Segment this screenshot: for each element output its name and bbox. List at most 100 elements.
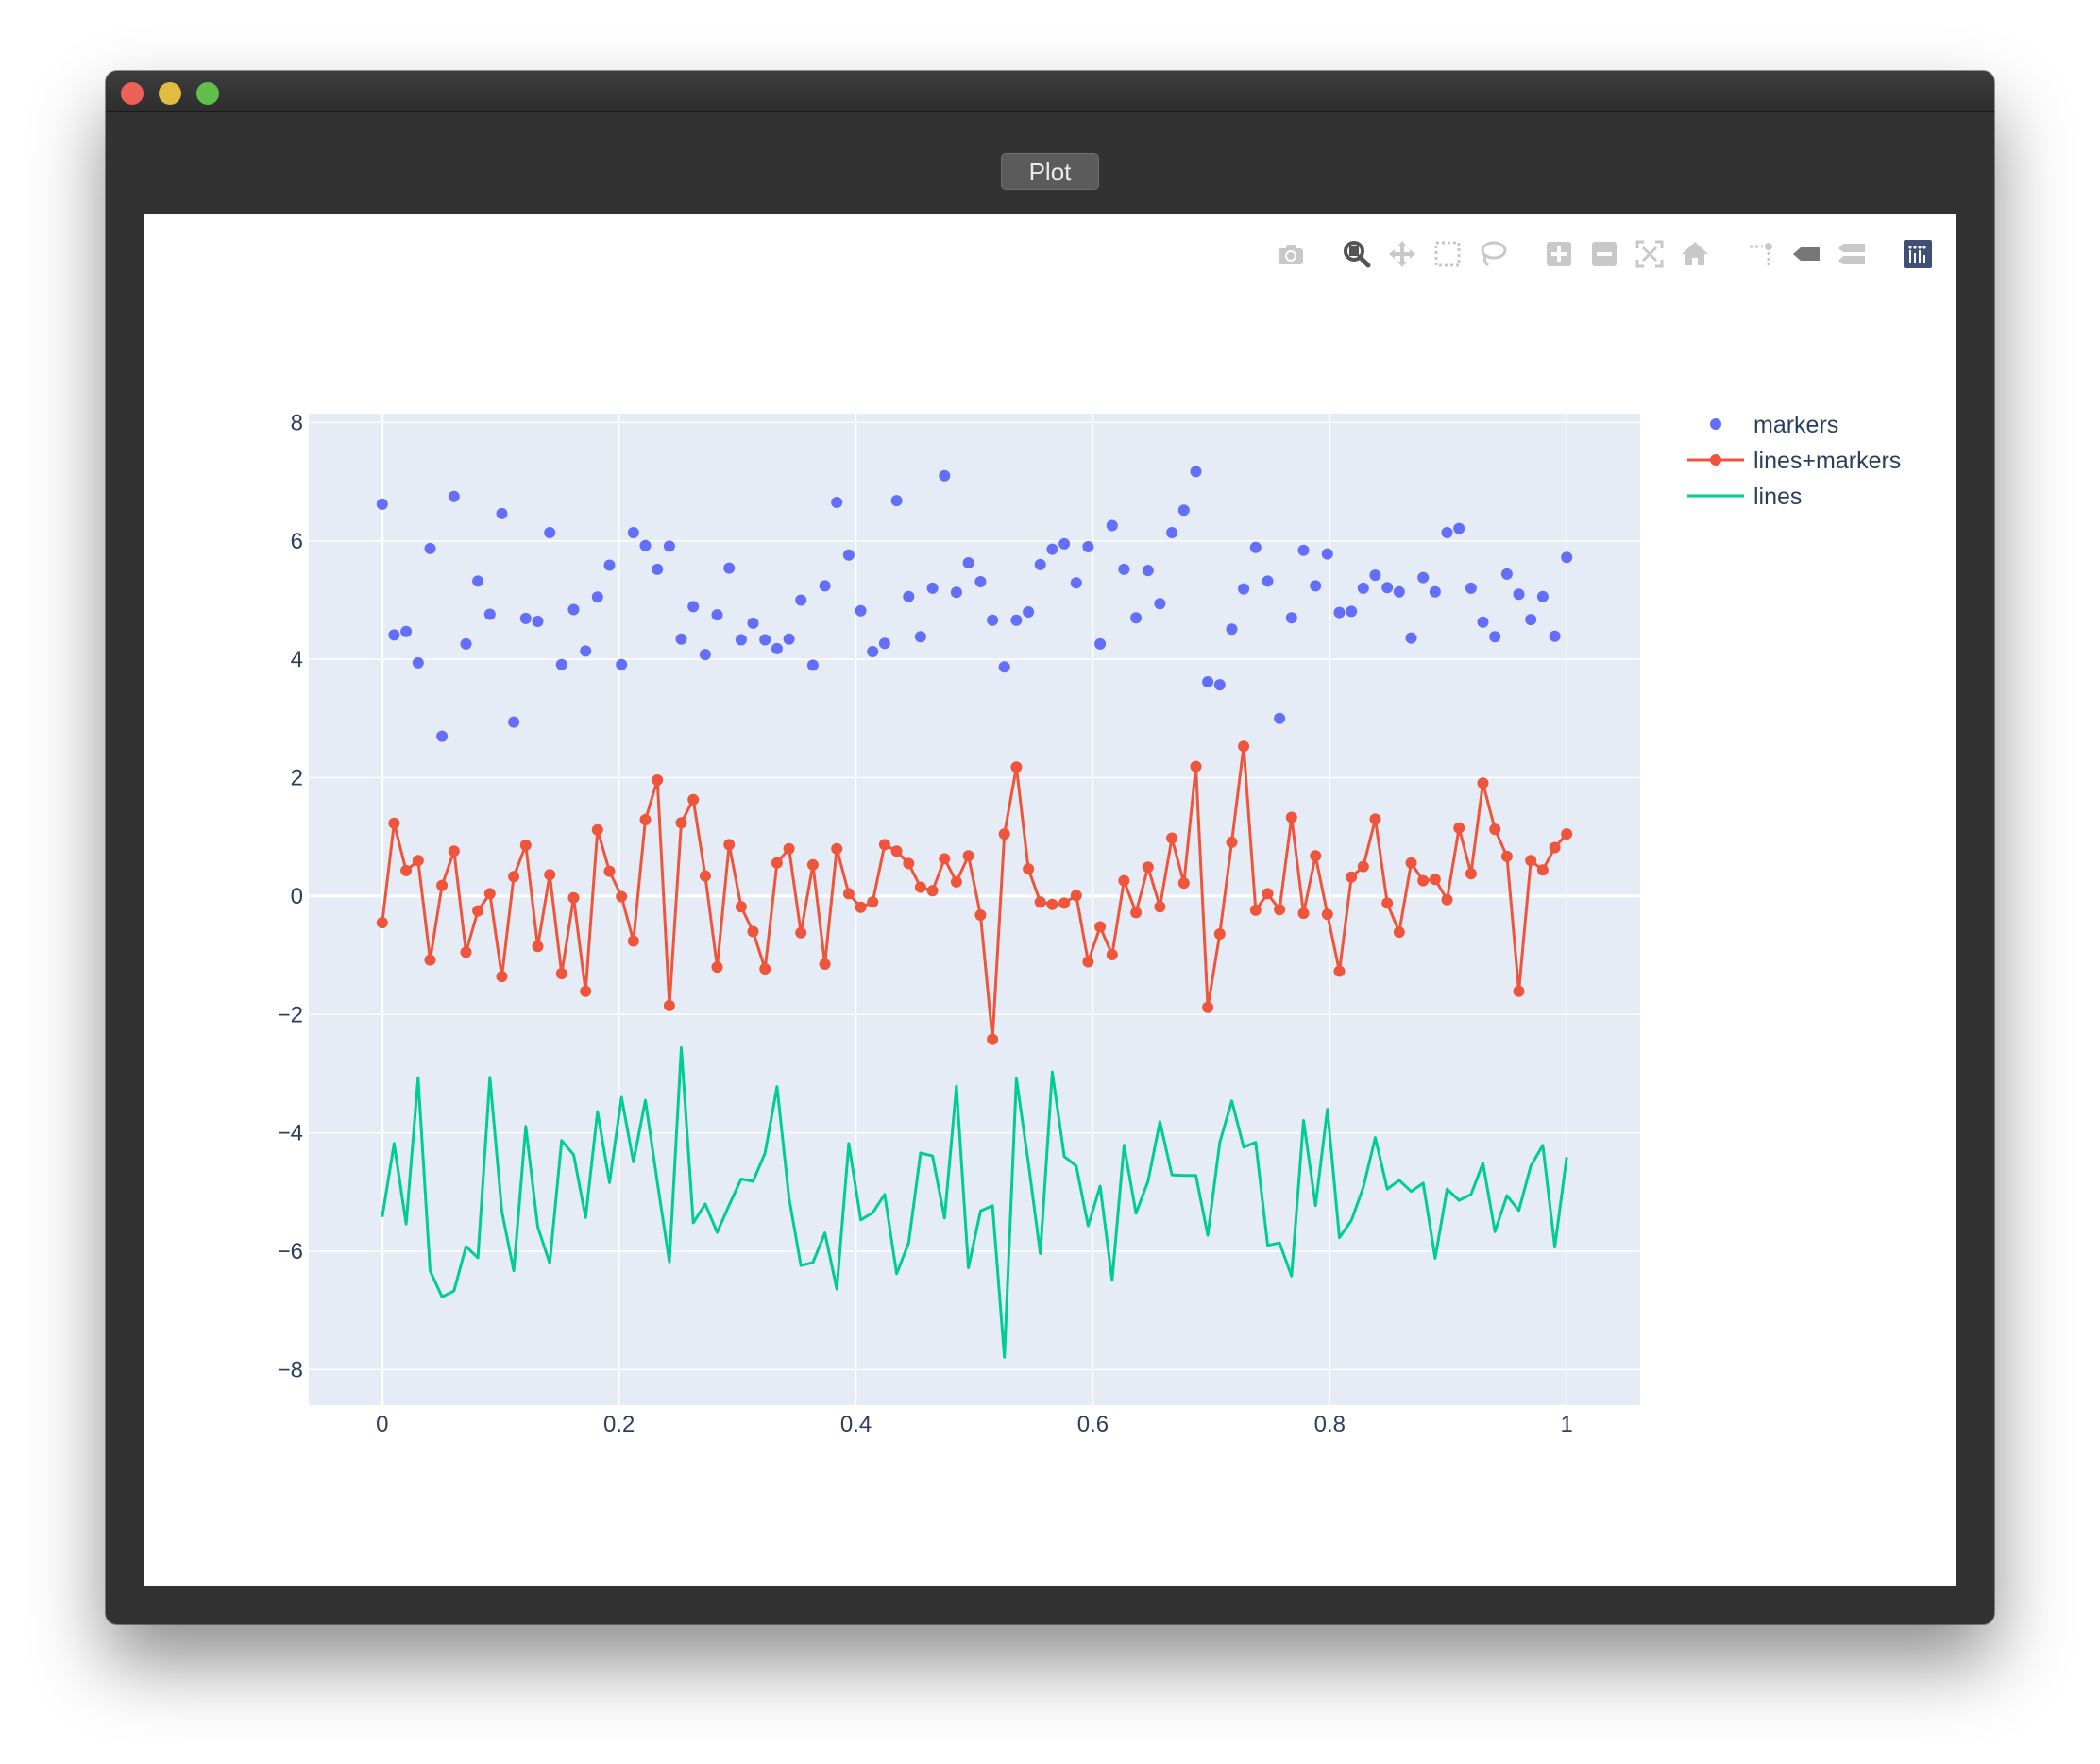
data-point[interactable] [1549, 630, 1561, 642]
data-point[interactable] [890, 845, 903, 857]
hover-closest-icon[interactable] [1790, 238, 1822, 270]
data-point[interactable] [1369, 569, 1381, 582]
data-point[interactable] [1285, 811, 1297, 823]
box-select-icon[interactable] [1431, 238, 1464, 270]
data-point[interactable] [424, 542, 436, 554]
data-point[interactable] [1058, 537, 1071, 550]
data-point[interactable] [903, 590, 915, 602]
data-point[interactable] [759, 634, 771, 646]
zoom-icon[interactable] [1341, 238, 1373, 270]
data-point[interactable] [987, 614, 999, 626]
data-point[interactable] [1046, 543, 1058, 555]
data-point[interactable] [1094, 921, 1107, 933]
data-point[interactable] [508, 871, 520, 883]
data-point[interactable] [723, 562, 736, 574]
data-point[interactable] [580, 645, 592, 657]
data-point[interactable] [998, 661, 1010, 673]
data-point[interactable] [831, 497, 843, 508]
data-point[interactable] [483, 888, 496, 900]
data-point[interactable] [842, 888, 855, 900]
data-point[interactable] [1249, 904, 1262, 916]
data-point[interactable] [1190, 466, 1202, 478]
data-point[interactable] [1346, 605, 1358, 618]
data-point[interactable] [819, 580, 831, 592]
data-point[interactable] [806, 659, 819, 671]
data-point[interactable] [771, 857, 783, 869]
data-point[interactable] [831, 842, 843, 855]
data-point[interactable] [699, 649, 711, 661]
data-point[interactable] [567, 603, 580, 616]
data-point[interactable] [1154, 901, 1166, 913]
data-point[interactable] [795, 594, 807, 606]
legend-item[interactable]: lines [1687, 483, 1802, 510]
data-point[interactable] [544, 527, 556, 538]
data-point[interactable] [1023, 863, 1035, 875]
data-point[interactable] [1262, 575, 1274, 587]
data-point[interactable] [1453, 822, 1465, 834]
data-point[interactable] [1202, 676, 1214, 687]
data-point[interactable] [1249, 541, 1262, 553]
plotly-logo-icon[interactable] [1902, 238, 1934, 270]
data-point[interactable] [1453, 522, 1465, 534]
legend-item[interactable]: markers [1710, 412, 1838, 438]
data-point[interactable] [448, 490, 460, 502]
camera-icon[interactable] [1275, 238, 1307, 270]
maximize-window-button[interactable] [196, 82, 219, 105]
legend[interactable]: markers lines+markers lines [1687, 412, 1901, 510]
data-point[interactable] [1213, 928, 1226, 940]
data-point[interactable] [376, 917, 388, 929]
data-point[interactable] [926, 885, 939, 897]
data-point[interactable] [555, 968, 567, 979]
data-point[interactable] [1274, 904, 1286, 916]
data-point[interactable] [472, 575, 484, 587]
data-point[interactable] [1393, 585, 1405, 598]
data-point[interactable] [1166, 527, 1178, 538]
data-point[interactable] [987, 1033, 999, 1045]
data-point[interactable] [914, 631, 926, 643]
pan-icon[interactable] [1386, 238, 1418, 270]
data-point[interactable] [1465, 868, 1477, 880]
data-point[interactable] [1561, 828, 1573, 840]
data-point[interactable] [819, 958, 831, 970]
data-point[interactable] [1094, 637, 1107, 650]
data-point[interactable] [783, 633, 795, 645]
data-point[interactable] [376, 498, 388, 510]
data-point[interactable] [603, 559, 616, 571]
data-point[interactable] [974, 576, 987, 587]
data-point[interactable] [663, 540, 675, 552]
data-point[interactable] [950, 586, 962, 599]
data-point[interactable] [1500, 850, 1513, 862]
data-point[interactable] [1381, 582, 1394, 594]
data-point[interactable] [723, 839, 736, 851]
reset-axes-icon[interactable] [1679, 238, 1711, 270]
data-point[interactable] [508, 716, 520, 728]
data-point[interactable] [1285, 612, 1297, 624]
data-point[interactable] [1213, 679, 1226, 691]
data-point[interactable] [795, 926, 807, 939]
data-point[interactable] [472, 905, 484, 917]
data-point[interactable] [867, 896, 879, 908]
data-point[interactable] [1034, 558, 1046, 570]
data-point[interactable] [544, 869, 556, 881]
lasso-select-icon[interactable] [1477, 238, 1509, 270]
data-point[interactable] [1310, 850, 1322, 862]
spike-lines-icon[interactable] [1745, 238, 1777, 270]
tab-plot[interactable]: Plot [1001, 153, 1099, 190]
data-point[interactable] [483, 608, 496, 620]
data-point[interactable] [591, 823, 603, 836]
data-point[interactable] [1142, 861, 1154, 874]
data-point[interactable] [448, 845, 460, 857]
data-point[interactable] [496, 971, 508, 983]
data-point[interactable] [759, 963, 771, 975]
data-point[interactable] [1489, 631, 1501, 643]
data-point[interactable] [1082, 956, 1094, 968]
data-point[interactable] [1238, 740, 1250, 753]
data-point[interactable] [496, 507, 508, 519]
data-point[interactable] [1177, 504, 1190, 517]
data-point[interactable] [1058, 897, 1071, 909]
data-point[interactable] [1525, 855, 1537, 867]
data-point[interactable] [1513, 588, 1525, 601]
data-point[interactable] [747, 925, 759, 938]
data-point[interactable] [639, 814, 652, 825]
data-point[interactable] [1321, 908, 1333, 921]
